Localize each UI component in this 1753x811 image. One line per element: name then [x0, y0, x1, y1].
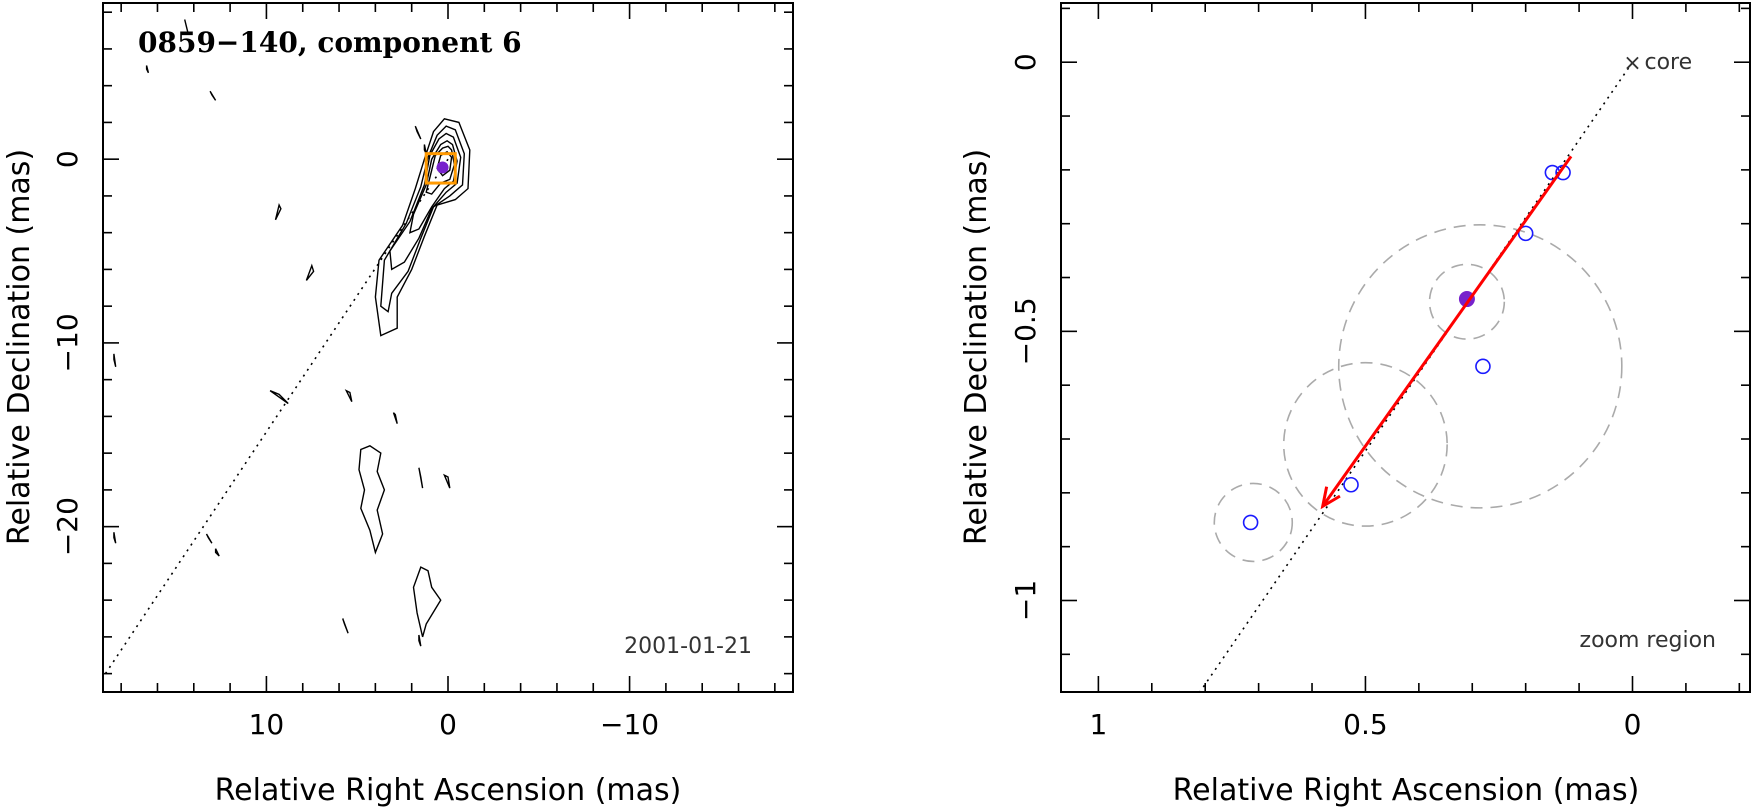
velocity-arrow-head: [1320, 486, 1341, 510]
contour-line: [412, 566, 442, 638]
jet-axis-line: [102, 158, 449, 678]
zoom-panel-tick-labels: 1 0.5 0 0 −0.5 −1: [1009, 53, 1641, 741]
velocity-arrow-shaft: [1321, 155, 1573, 508]
x-tick-label: −10: [600, 708, 659, 741]
observation-date: 2001-01-21: [624, 634, 752, 659]
y-tick-label: −1: [1009, 580, 1042, 621]
x-tick-label: 10: [249, 708, 285, 741]
position-marker: [1475, 358, 1491, 375]
contour-line: [145, 65, 150, 74]
contour-line: [374, 118, 471, 337]
y-tick-label: −10: [51, 313, 84, 372]
contour-line: [408, 139, 458, 234]
error-circles: [1213, 224, 1623, 563]
contour-line: [205, 533, 213, 544]
position-marker: [1517, 225, 1534, 242]
y-tick-label: 0: [1009, 53, 1042, 71]
core-marker-icon: ×: [1623, 51, 1641, 76]
contour-line: [389, 132, 462, 271]
contour-lines: [113, 19, 471, 647]
contour-line: [113, 532, 117, 544]
zoom-panel-ticks: [1061, 3, 1750, 692]
error-circle: [1282, 361, 1448, 527]
contour-line: [358, 445, 386, 555]
contour-line: [392, 412, 398, 424]
zoom-panel-y-axis-label: Relative Declination (mas): [959, 149, 994, 545]
zoom-region-box: [424, 152, 457, 185]
contour-map-tick-labels: 10 0 −10 0 −10 −20: [51, 150, 659, 741]
contour-line: [274, 203, 282, 221]
contour-map-title: 0859−140, component 6: [138, 26, 522, 59]
contour-map-ticks: [103, 3, 793, 692]
x-tick-label: 1: [1089, 708, 1107, 741]
contour-line: [342, 618, 349, 634]
contour-line: [214, 548, 220, 557]
core-label: core: [1644, 50, 1692, 75]
component-positions: [1242, 164, 1571, 531]
error-circle: [1337, 224, 1623, 509]
contour-line: [418, 634, 422, 647]
jet-axis-line: [1199, 61, 1634, 693]
error-circle: [1428, 263, 1506, 340]
y-tick-label: 0: [51, 150, 84, 168]
contour-line: [184, 19, 189, 35]
contour-line: [418, 467, 424, 489]
contour-line: [414, 125, 422, 140]
zoom-panel-x-axis-label: Relative Right Ascension (mas): [1173, 773, 1640, 808]
contour-line: [380, 125, 466, 313]
error-circle: [1213, 482, 1294, 563]
contour-line: [269, 390, 289, 405]
y-tick-label: −0.5: [1009, 297, 1042, 365]
contour-line: [423, 144, 427, 155]
zoom-panel: 1 0.5 0 0 −0.5 −1 × core zoom region Relative…: [959, 2, 1751, 808]
component-marker: [436, 161, 449, 174]
x-tick-label: 0: [439, 708, 457, 741]
y-tick-label: −20: [51, 497, 84, 556]
contour-map-x-axis-label: Relative Right Ascension (mas): [215, 773, 682, 808]
contour-map-panel: 10 0 −10 0 −10 −20 0859−140, component 6 2001…: [2, 2, 794, 808]
contour-line: [113, 353, 117, 367]
contour-map-frame: [102, 2, 794, 693]
zoom-region-label: zoom region: [1580, 628, 1716, 653]
zoom-panel-frame: [1060, 2, 1751, 693]
contour-line: [436, 150, 453, 177]
velocity-arrow: [1320, 155, 1573, 510]
contour-line: [209, 90, 217, 101]
x-tick-label: 0.5: [1343, 708, 1388, 741]
contour-map-y-axis-label: Relative Declination (mas): [2, 149, 37, 545]
contour-line: [305, 263, 315, 281]
position-marker: [1343, 476, 1359, 493]
position-marker: [1242, 514, 1259, 531]
x-tick-label: 0: [1624, 708, 1642, 741]
contour-line: [443, 473, 451, 489]
contour-line: [344, 389, 353, 403]
